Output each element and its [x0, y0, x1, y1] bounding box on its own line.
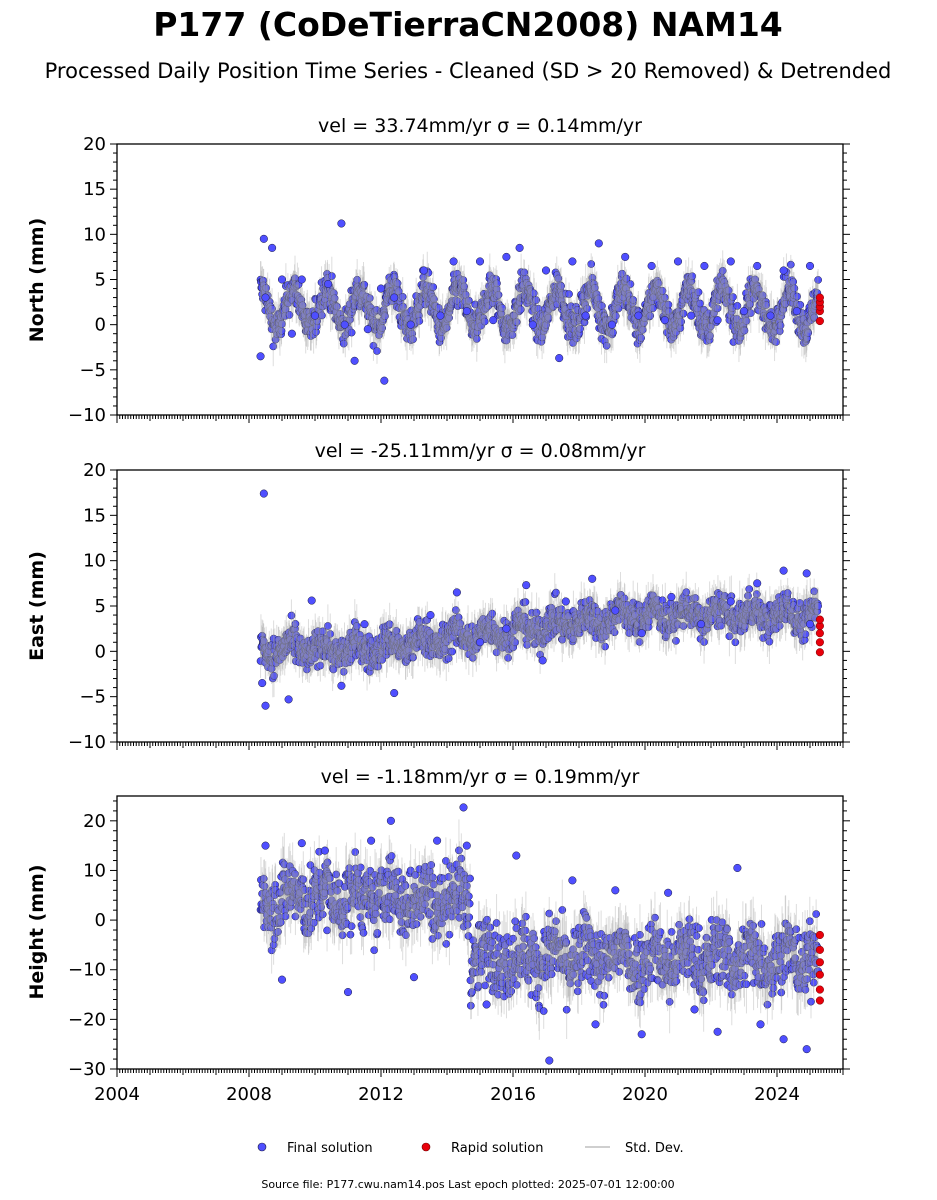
north-final-point — [475, 257, 485, 266]
final-point — [347, 328, 356, 337]
north-final-point — [324, 279, 333, 289]
north-rapid-point — [815, 317, 824, 326]
north-final-point — [390, 293, 399, 302]
north-final-point — [449, 257, 458, 266]
north-y-tick-label: −10 — [68, 405, 106, 426]
north-final-point — [261, 293, 270, 302]
north-y-tick-label: 10 — [83, 224, 106, 245]
north-final-point — [419, 266, 428, 275]
north-final-point — [462, 307, 471, 316]
north-y-tick-label: 5 — [95, 270, 106, 291]
east-axis-label: East (mm) — [26, 551, 48, 661]
final-point — [339, 339, 348, 348]
east-panel: vel = -25.11mm/yr σ = 0.08mm/yr East (mm… — [26, 440, 850, 753]
final-point — [285, 311, 294, 319]
north-final-point — [766, 311, 775, 320]
north-rapid-point — [815, 293, 824, 302]
north-final-point — [673, 257, 683, 266]
north-final-point — [792, 307, 801, 316]
final-point — [269, 342, 278, 351]
north-final-point — [515, 243, 524, 252]
north-final-point — [581, 311, 590, 320]
north-final-point — [502, 252, 511, 261]
north-final-point — [406, 320, 415, 329]
north-final-point — [363, 325, 372, 334]
final-point — [330, 294, 339, 303]
north-final-point — [310, 311, 320, 320]
north-final-point — [297, 275, 306, 284]
north-final-point — [753, 261, 762, 271]
final-point — [333, 302, 341, 311]
east-stddev-bars — [260, 571, 819, 698]
north-final-point — [647, 261, 656, 271]
north-final-point — [287, 329, 296, 338]
north-final-point — [436, 311, 445, 320]
final-point — [327, 272, 336, 280]
final-point — [262, 284, 270, 292]
north-final-point — [660, 316, 669, 325]
east-panel-title: vel = -25.11mm/yr σ = 0.08mm/yr — [315, 440, 646, 462]
north-final-point — [256, 352, 265, 361]
north-final-point — [277, 275, 287, 284]
north-final-point — [380, 376, 389, 385]
north-final-point — [376, 284, 386, 293]
north-final-point — [555, 354, 564, 363]
north-final-point — [739, 307, 749, 316]
north-final-point — [607, 320, 617, 329]
north-final-point — [805, 261, 815, 271]
north-final-point — [687, 311, 696, 320]
north-final-point — [259, 234, 268, 243]
north-final-point — [779, 266, 788, 275]
north-y-tick-label: 15 — [83, 179, 106, 200]
final-point — [298, 301, 307, 310]
north-final-point — [541, 266, 551, 275]
north-y-tick-label: 20 — [83, 134, 106, 155]
north-y-tick-label: 0 — [95, 315, 106, 336]
north-final-point — [568, 257, 577, 266]
north-axis-label: North (mm) — [26, 218, 48, 343]
final-point — [278, 320, 286, 328]
north-final-point — [726, 257, 735, 266]
north-final-point — [350, 356, 359, 365]
north-plot-frame — [116, 143, 844, 416]
north-final-point — [528, 320, 537, 329]
figure-title: P177 (CoDeTierraCN2008) NAM14 — [153, 5, 783, 44]
north-panel: vel = 33.74mm/yr σ = 0.14mm/yr North (mm… — [26, 115, 850, 426]
north-final-point — [594, 239, 603, 248]
north-final-point — [268, 243, 277, 252]
north-y-tick-label: −5 — [79, 360, 106, 381]
figure-subtitle: Processed Daily Position Time Series - C… — [45, 59, 892, 83]
north-final-point — [700, 261, 709, 271]
north-final-point — [621, 252, 630, 261]
north-final-point — [634, 311, 643, 320]
final-point — [268, 304, 276, 313]
north-panel-title: vel = 33.74mm/yr σ = 0.14mm/yr — [318, 115, 642, 137]
north-final-point — [713, 316, 722, 325]
north-final-point — [337, 219, 346, 228]
north-final-point — [489, 316, 498, 325]
north-final-point — [340, 320, 349, 329]
